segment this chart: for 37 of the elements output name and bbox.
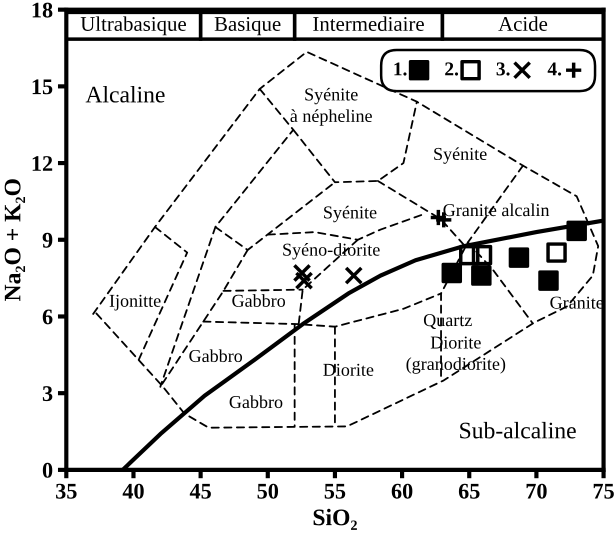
annotation: Sub-alcaline bbox=[460, 422, 576, 439]
y-axis-title: Na₂O + K₂O bbox=[4, 179, 26, 302]
annotation: Ijonitte bbox=[110, 294, 161, 311]
annotation: Acide bbox=[498, 16, 548, 31]
annotation: Diorite bbox=[323, 364, 374, 376]
y-tick-label: 0 bbox=[42, 462, 52, 478]
x-tick-label: 65 bbox=[458, 484, 480, 499]
annotation: Intermediaire bbox=[313, 16, 424, 31]
y-tick-label: 15 bbox=[32, 79, 52, 94]
annotation: Gabbro bbox=[230, 395, 282, 408]
x-tick-label: 60 bbox=[392, 484, 412, 499]
legend-label: 1. bbox=[394, 62, 407, 76]
x-tick-label: 40 bbox=[122, 484, 144, 499]
annotation: Syénite bbox=[434, 147, 487, 164]
y-tick-label: 9 bbox=[42, 232, 52, 248]
legend-label: 2. bbox=[445, 62, 458, 76]
x-axis-title: SiO₂ bbox=[314, 508, 357, 530]
x-tick-label: 70 bbox=[526, 484, 547, 499]
legend-label: 3. bbox=[496, 62, 510, 76]
x-tick-label: 75 bbox=[594, 484, 614, 499]
annotation: Alcaline bbox=[86, 86, 165, 103]
x-tick-label: 50 bbox=[258, 484, 278, 499]
y-tick-label: 12 bbox=[32, 156, 52, 171]
annotation: Syénite à népheline bbox=[290, 88, 372, 126]
annotation: Ultrabasique bbox=[80, 16, 186, 36]
annotation: Basique bbox=[214, 16, 280, 36]
legend-label: 4. bbox=[548, 62, 562, 76]
y-tick-label: 18 bbox=[32, 2, 52, 18]
annotation: Gabbro bbox=[189, 349, 242, 362]
x-tick-label: 35 bbox=[56, 484, 77, 499]
y-tick-label: 3 bbox=[42, 386, 52, 402]
x-tick-label: 45 bbox=[190, 484, 211, 499]
annotation: Syénite bbox=[324, 206, 376, 222]
x-tick-label: 55 bbox=[324, 484, 346, 499]
y-tick-label: 6 bbox=[42, 309, 52, 324]
annotation: Syéno-diorite bbox=[283, 243, 380, 260]
annotation: Gabbro bbox=[232, 294, 286, 307]
